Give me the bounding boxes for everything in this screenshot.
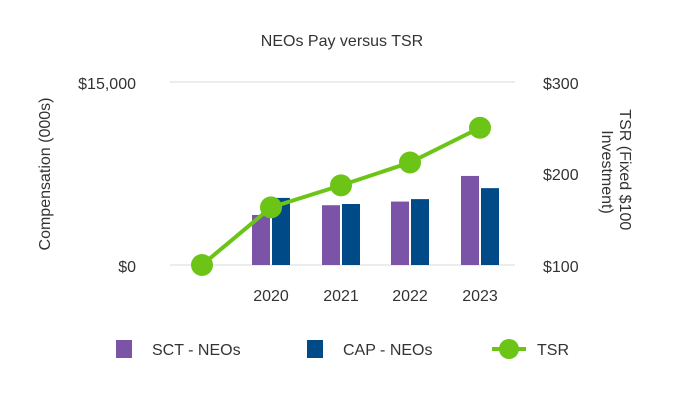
legend-label-cap: CAP - NEOs <box>343 342 433 359</box>
tsr-line-series <box>191 116 491 276</box>
y2-axis-label-line1: TSR (Fixed $100 <box>616 109 633 230</box>
y2-tick-100: $100 <box>543 259 579 276</box>
x-tick-2022: 2022 <box>392 288 428 305</box>
sct-bar-2022 <box>391 201 409 265</box>
bars <box>252 175 499 265</box>
x-tick-2020: 2020 <box>253 288 289 305</box>
y2-axis-label-line2: Investment) <box>598 130 615 214</box>
y-tick-15000: $15,000 <box>78 76 136 93</box>
y-tick-0: $0 <box>118 259 136 276</box>
cap-bar-2021 <box>342 204 360 265</box>
legend-label-sct: SCT - NEOs <box>152 342 241 359</box>
cap-bar-2022 <box>411 199 429 265</box>
legend-marker-tsr <box>499 339 519 359</box>
tsr-point-start <box>191 254 213 276</box>
y2-axis-label: TSR (Fixed $100 Investment) <box>598 109 633 234</box>
sct-bar-2021 <box>322 205 340 265</box>
cap-bar-2023 <box>481 188 499 265</box>
legend-swatch-cap <box>307 340 323 358</box>
tsr-point-2021 <box>330 174 352 197</box>
chart-title: NEOs Pay versus TSR <box>261 33 423 50</box>
x-tick-2023: 2023 <box>462 288 498 305</box>
x-tick-labels: 2020 2021 2022 2023 <box>253 288 498 305</box>
legend: SCT - NEOs CAP - NEOs TSR <box>116 339 569 359</box>
legend-label-tsr: TSR <box>537 342 569 359</box>
y2-tick-200: $200 <box>543 167 579 184</box>
y2-tick-300: $300 <box>543 76 579 93</box>
tsr-point-2020 <box>260 196 282 219</box>
sct-bar-2023 <box>461 175 479 265</box>
tsr-point-2022 <box>399 151 421 174</box>
sct-bar-2020 <box>252 214 270 265</box>
tsr-point-2023 <box>469 116 491 139</box>
y-axis-label: Compensation (000s) <box>37 98 54 251</box>
legend-swatch-sct <box>116 340 132 358</box>
x-tick-2021: 2021 <box>323 288 359 305</box>
